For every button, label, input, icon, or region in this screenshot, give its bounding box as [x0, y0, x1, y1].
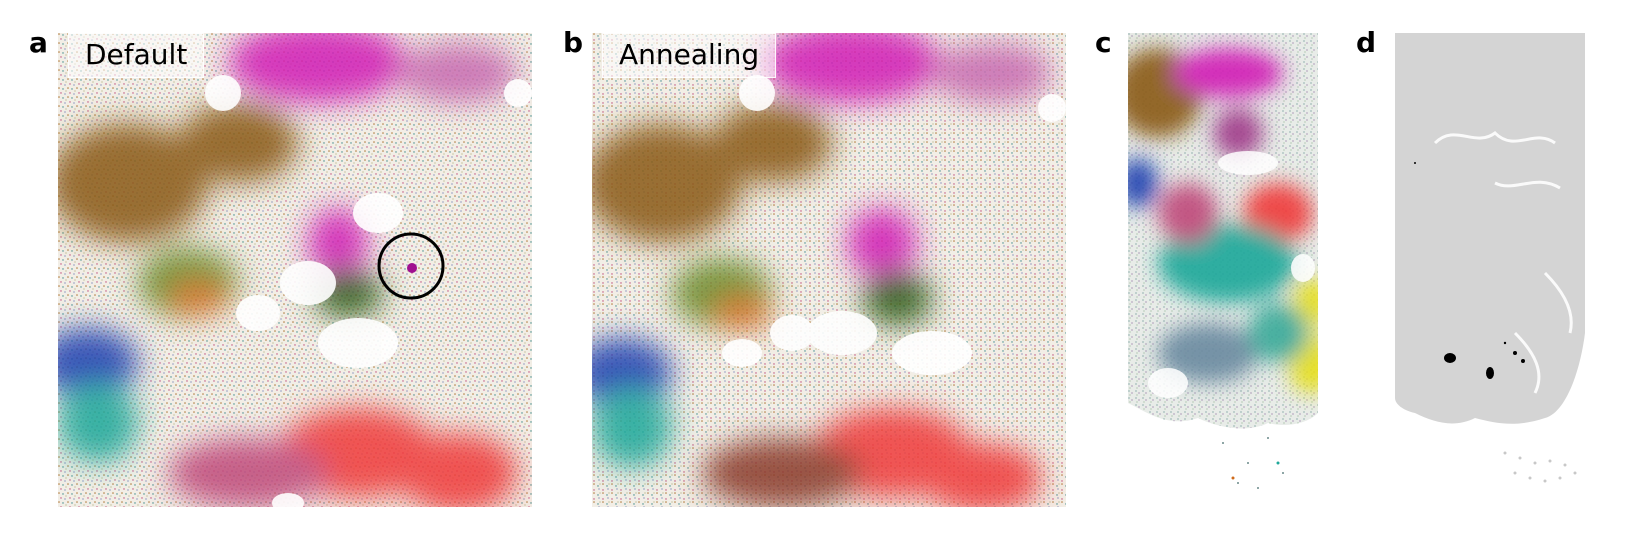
panel-label-annealing: Annealing — [602, 33, 777, 78]
scatter-plot-annealing — [592, 33, 1066, 507]
panel-letter-b: b — [563, 26, 584, 59]
scatter-plot-default — [58, 33, 532, 507]
scatter-panel-d — [1395, 33, 1595, 493]
grey-point-cloud — [1395, 33, 1585, 424]
scatter-plot-d — [1395, 33, 1585, 483]
panel-label-default: Default — [68, 33, 205, 78]
panel-letter-d: d — [1356, 26, 1377, 59]
highlight-circle — [377, 232, 445, 300]
scatter-panel-annealing: Annealing — [592, 33, 1066, 507]
scatter-panel-default: Default — [58, 33, 532, 507]
panel-letter-c: c — [1095, 26, 1112, 59]
scatter-panel-c — [1128, 33, 1328, 493]
panel-letter-a: a — [29, 26, 48, 59]
scatter-plot-c — [1128, 33, 1318, 489]
